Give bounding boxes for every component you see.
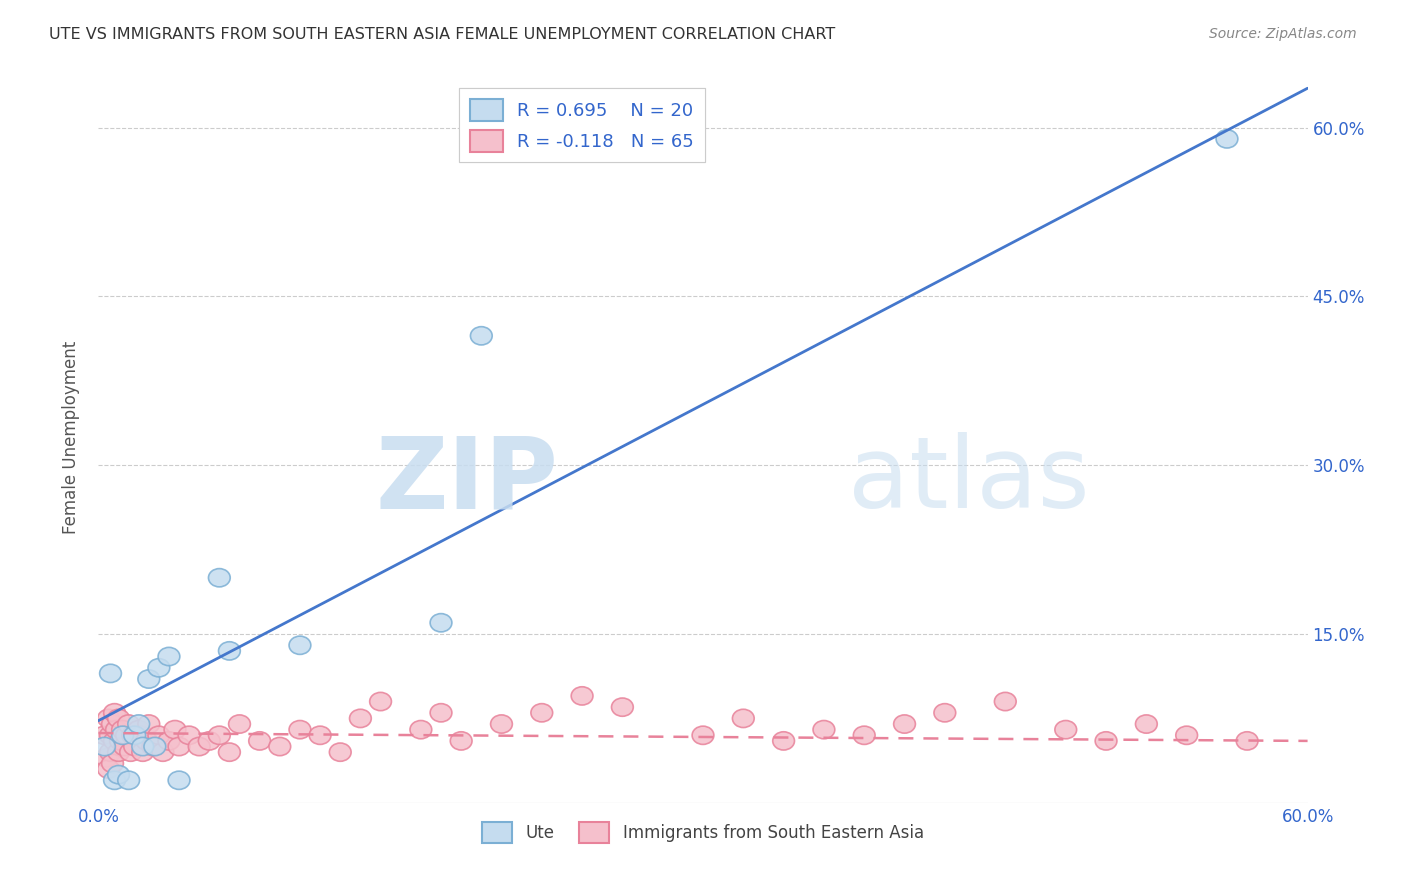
Text: Source: ZipAtlas.com: Source: ZipAtlas.com: [1209, 27, 1357, 41]
Text: atlas: atlas: [848, 433, 1090, 530]
Text: ZIP: ZIP: [375, 433, 558, 530]
Y-axis label: Female Unemployment: Female Unemployment: [62, 341, 80, 533]
Text: UTE VS IMMIGRANTS FROM SOUTH EASTERN ASIA FEMALE UNEMPLOYMENT CORRELATION CHART: UTE VS IMMIGRANTS FROM SOUTH EASTERN ASI…: [49, 27, 835, 42]
Legend: Ute, Immigrants from South Eastern Asia: Ute, Immigrants from South Eastern Asia: [475, 815, 931, 849]
